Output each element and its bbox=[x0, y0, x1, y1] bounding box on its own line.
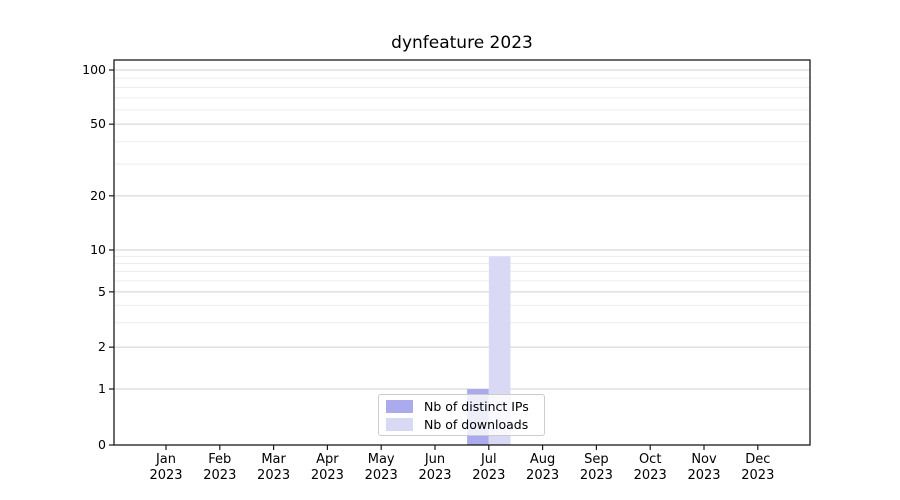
legend-label-distinct-ips: Nb of distinct IPs bbox=[424, 398, 529, 414]
legend: Nb of distinct IPs Nb of downloads bbox=[378, 394, 545, 436]
x-tick-label-mar: Mar 2023 bbox=[242, 452, 306, 484]
x-tick-label-jul: Jul 2023 bbox=[457, 452, 521, 484]
y-tick-label-100: 100 bbox=[82, 62, 106, 77]
year-label: 2023 bbox=[257, 468, 291, 483]
month-label: Jul bbox=[480, 452, 497, 467]
legend-item-downloads: Nb of downloads bbox=[386, 417, 536, 432]
y-tick-label-1: 1 bbox=[98, 381, 106, 396]
x-tick-label-feb: Feb 2023 bbox=[188, 452, 252, 484]
y-tick-label-2: 2 bbox=[98, 339, 106, 355]
y-tick-label-50: 50 bbox=[90, 116, 106, 132]
year-label: 2023 bbox=[310, 468, 344, 483]
y-tick-label-5: 5 bbox=[98, 283, 106, 299]
legend-swatch-downloads bbox=[386, 417, 413, 431]
month-label: Apr bbox=[316, 452, 339, 467]
month-label: May bbox=[367, 452, 395, 467]
year-label: 2023 bbox=[418, 468, 452, 483]
month-label: Jun bbox=[424, 452, 446, 467]
year-label: 2023 bbox=[149, 468, 183, 483]
month-label: Aug bbox=[529, 452, 556, 467]
legend-label-downloads: Nb of downloads bbox=[424, 416, 529, 432]
month-label: Dec bbox=[745, 452, 771, 467]
x-tick-label-aug: Aug 2023 bbox=[511, 452, 575, 484]
year-label: 2023 bbox=[364, 468, 398, 483]
month-label: Sep bbox=[584, 452, 609, 467]
axes-frame bbox=[113, 59, 811, 446]
x-tick-label-may: May 2023 bbox=[349, 452, 413, 484]
x-tick-label-nov: Nov 2023 bbox=[672, 452, 736, 484]
year-label: 2023 bbox=[633, 468, 667, 483]
month-label: Jan bbox=[155, 452, 177, 467]
x-tick-label-sep: Sep 2023 bbox=[564, 452, 628, 484]
y-tick-label-10: 10 bbox=[90, 242, 106, 257]
month-label: Feb bbox=[208, 452, 232, 467]
month-label: Oct bbox=[638, 452, 662, 467]
year-label: 2023 bbox=[472, 468, 506, 483]
month-label: Nov bbox=[691, 452, 717, 467]
legend-item-distinct-ips: Nb of distinct IPs bbox=[386, 399, 536, 414]
year-label: 2023 bbox=[203, 468, 237, 483]
chart-title: dynfeature 2023 bbox=[391, 33, 533, 53]
year-label: 2023 bbox=[741, 468, 775, 483]
year-label: 2023 bbox=[526, 468, 560, 483]
y-tick-label-20: 20 bbox=[90, 187, 106, 203]
x-tick-label-oct: Oct 2023 bbox=[618, 452, 682, 484]
x-tick-label-apr: Apr 2023 bbox=[295, 452, 359, 484]
legend-swatch-distinct-ips bbox=[386, 399, 413, 413]
x-tick-label-jan: Jan 2023 bbox=[134, 452, 198, 484]
year-label: 2023 bbox=[687, 468, 721, 483]
year-label: 2023 bbox=[579, 468, 613, 483]
month-label: Mar bbox=[261, 452, 286, 467]
x-tick-label-jun: Jun 2023 bbox=[403, 452, 467, 484]
y-tick-label-0: 0 bbox=[98, 437, 106, 452]
x-tick-label-dec: Dec 2023 bbox=[726, 452, 790, 484]
